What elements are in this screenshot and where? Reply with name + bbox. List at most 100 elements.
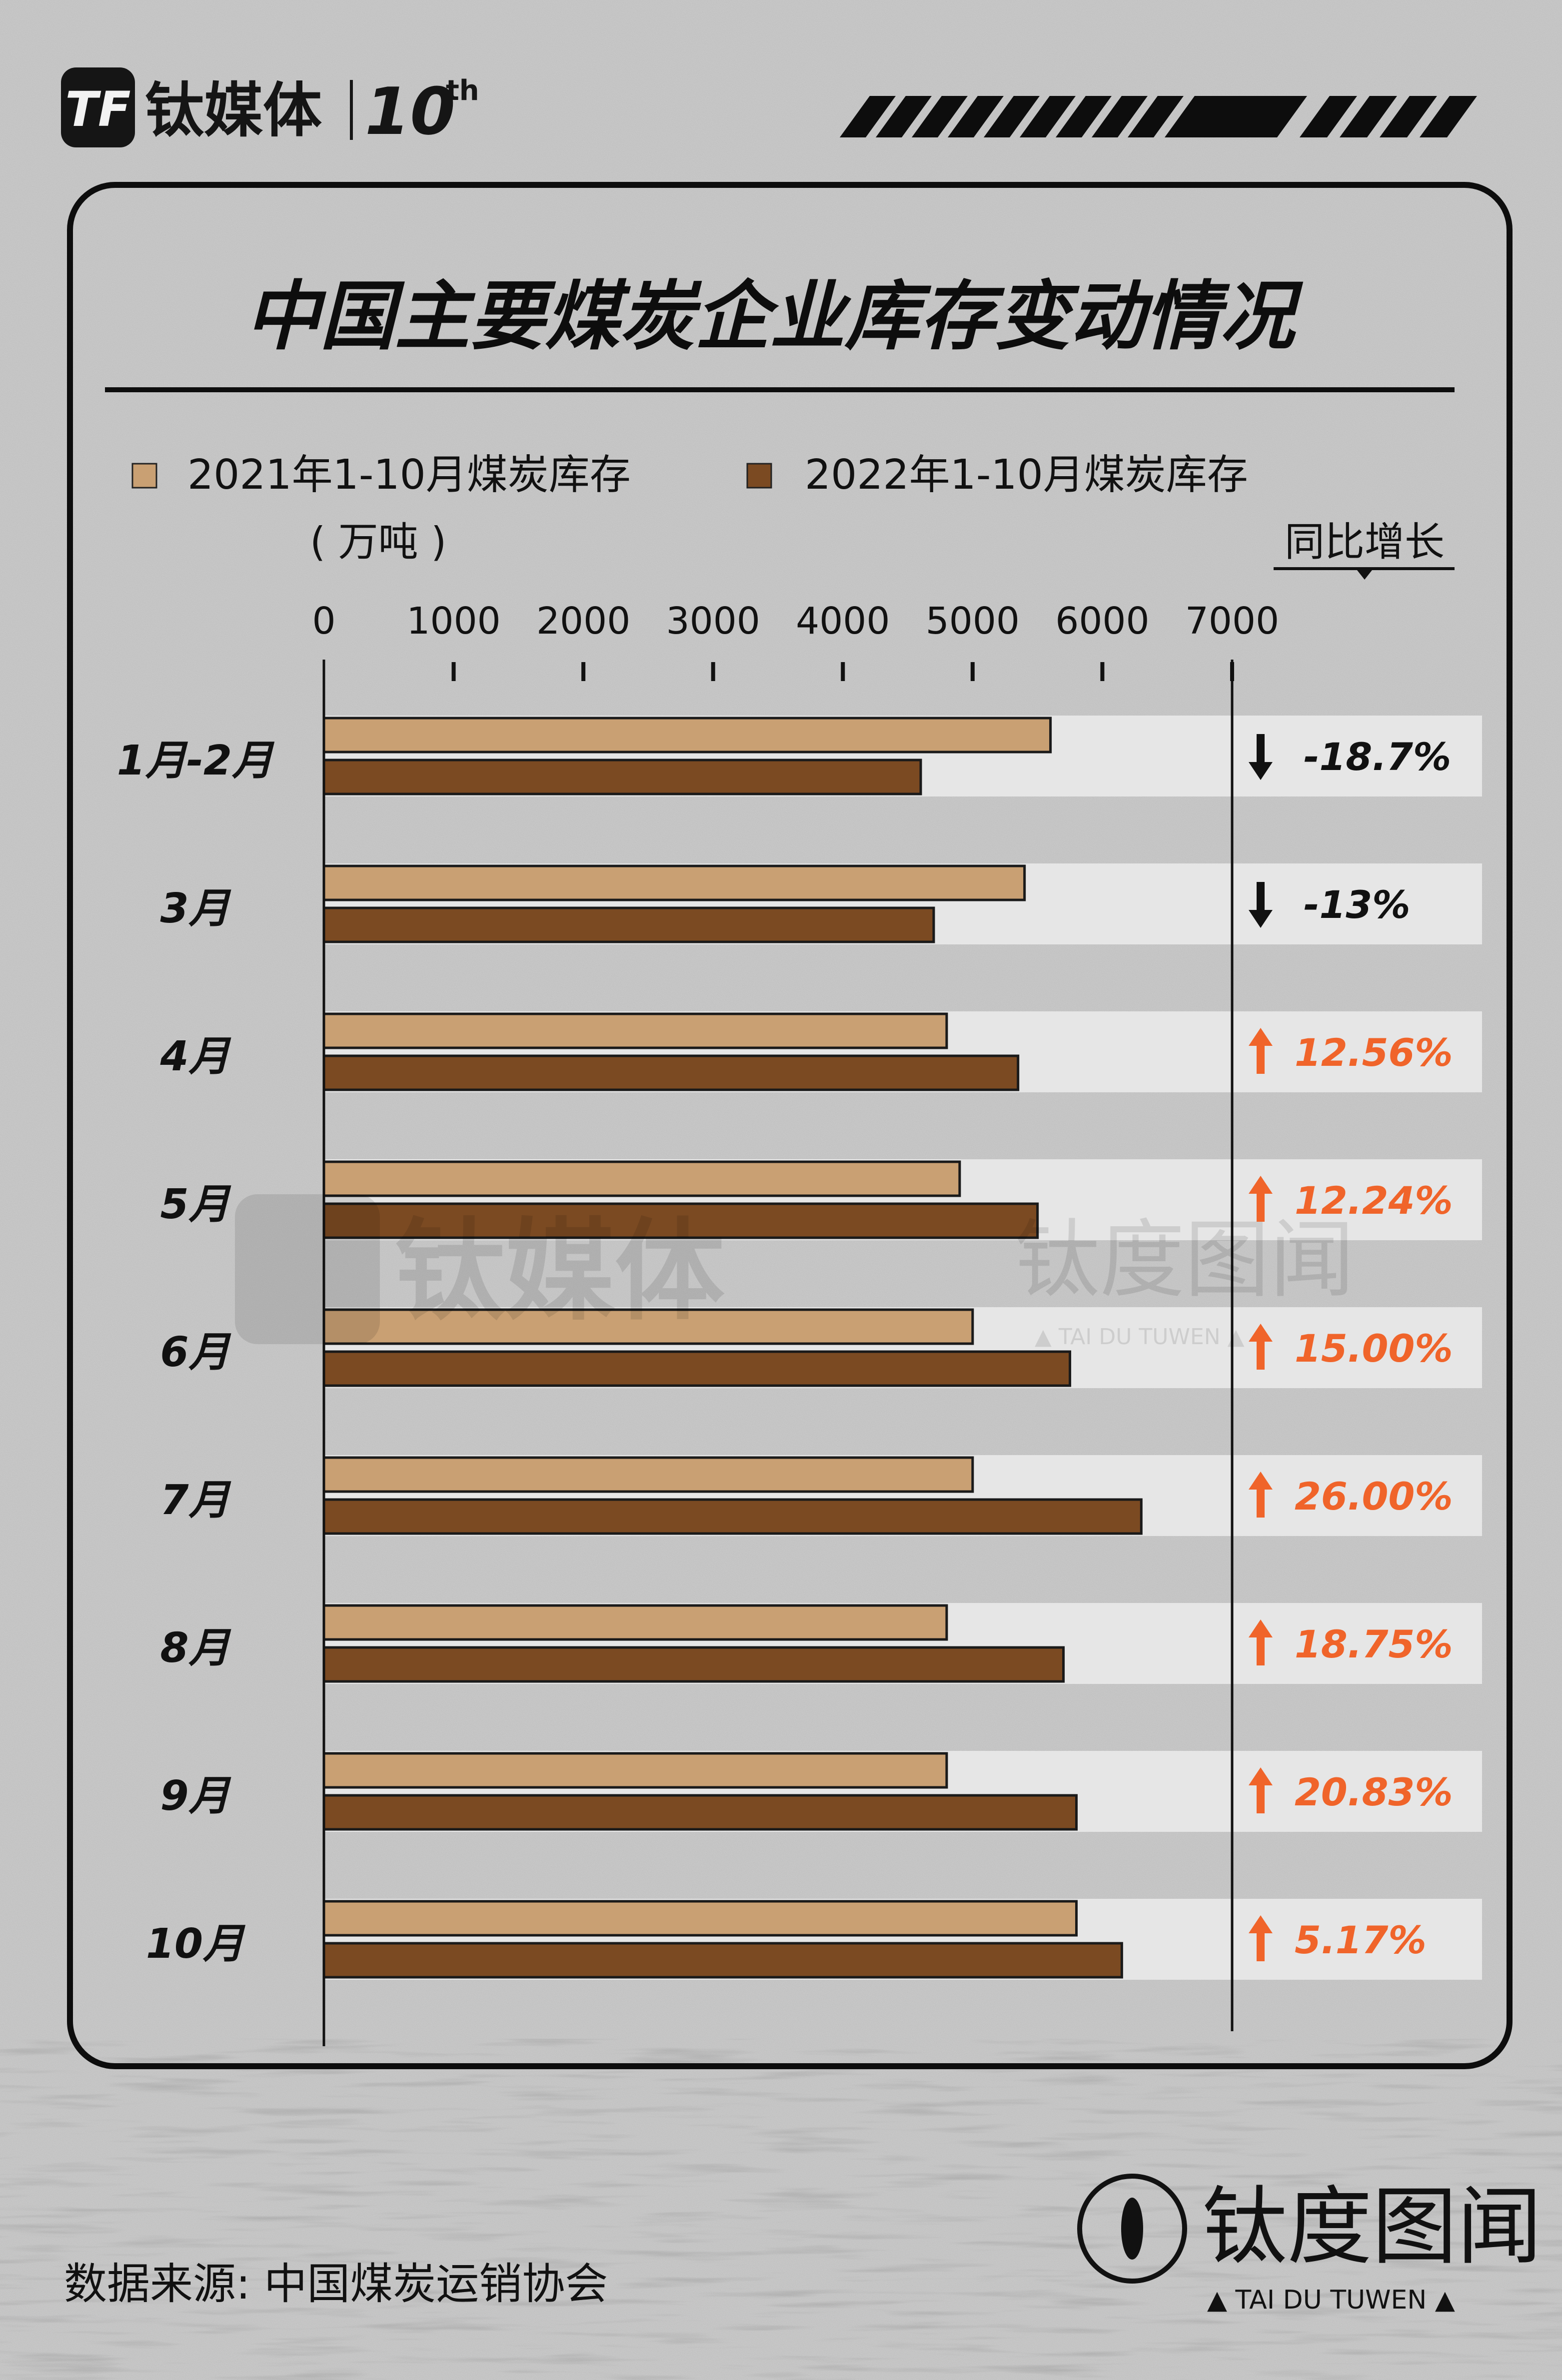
brand-divider [350,80,353,140]
watermark-brand: 钛媒体 [395,1207,725,1335]
yoy-value: -18.7% [1304,735,1451,779]
category-label: 7月 [160,1477,231,1524]
category-label: 4月 [159,1033,231,1080]
x-tick-label: 7000 [1185,600,1279,643]
brand-name: 钛媒体 [145,76,322,145]
unit-label: ( 万吨 ) [310,519,446,565]
legend-swatch-2021 [131,463,157,489]
stripe-segment [912,96,968,137]
arrow-up-icon [1249,1472,1273,1518]
chart-title: 中国主要煤炭企业库存变动情况 [245,273,1304,360]
stripe-segment [1300,96,1357,137]
x-axis: 0 1000 2000 3000 4000 5000 6000 7000 [312,600,1279,681]
legend-swatch-2022 [746,463,772,489]
category-label: 9月 [160,1772,231,1820]
legend: 2021年1-10月煤炭库存 2022年1-10月煤炭库存 [131,451,1248,499]
legend-label-2022: 2022年1-10月煤炭库存 [805,451,1248,499]
stripe-segment [1020,96,1076,137]
watermark-sub-en: ▲ TAI DU TUWEN ▲ [1035,1324,1245,1350]
x-tick-label: 2000 [536,600,630,643]
x-tick-label: 6000 [1055,600,1149,643]
stripe-segment [948,96,1004,137]
eye-pupil-icon [1121,2198,1143,2260]
stripe-band [840,96,1477,137]
stripe-segment [1056,96,1112,137]
category-label: 10月 [146,1920,246,1968]
legend-label-2021: 2021年1-10月煤炭库存 [187,451,631,499]
yoy-value: 12.56% [1295,1030,1453,1075]
yoy-header-pointer [1357,570,1372,580]
arrow-up-icon [1249,1176,1273,1222]
yoy-header-underline [1274,567,1455,570]
bar-2021 [322,864,1026,901]
footer-brand: 钛度图闻 ▲ TAI DU TUWEN ▲ [1077,2174,1542,2315]
title-rule [105,387,1455,392]
arrow-up-icon [1249,1324,1273,1370]
anniversary-number: 10 [365,73,455,149]
stripe-segment [1380,96,1437,137]
yoy-value: 5.17% [1295,1918,1427,1962]
stripe-segment [984,96,1040,137]
chart-panel [67,182,1513,2069]
bar-2021 [322,1308,974,1345]
data-source: 数据来源: 中国煤炭运销协会 [64,2259,608,2309]
x-tick-mark [841,662,845,681]
bar-2021 [322,1012,948,1049]
bar-2022 [322,1942,1123,1979]
arrow-up-icon [1249,1767,1273,1813]
bar-2022 [322,1794,1078,1831]
arrow-up-icon [1249,1028,1273,1074]
bar-2022 [322,1646,1065,1683]
stripe-segment [876,96,932,137]
bar-2021 [322,1900,1078,1937]
footer-brand-en: ▲ TAI DU TUWEN ▲ [1207,2285,1455,2315]
bar-2021 [322,1456,974,1493]
arrow-up-icon [1249,1619,1273,1665]
category-label: 3月 [160,885,231,932]
eye-icon [1077,2174,1187,2284]
bar-2021 [322,1604,948,1641]
x-tick-label: 0 [312,600,335,643]
bar-2021 [322,1752,948,1789]
arrow-up-icon [1249,1915,1273,1961]
brand-logo: TF 钛媒体 10 th [61,67,479,149]
yoy-value: 26.00% [1295,1474,1453,1519]
watermark-logo-icon [235,1194,380,1344]
yoy-value: 18.75% [1295,1622,1453,1666]
category-labels: 1月-2月 3月 4月 5月 6月 7月 8月 9月 10月 [117,737,275,1968]
background-streaks [0,2039,1562,2380]
stripe-segment [1420,96,1477,137]
category-label: 6月 [160,1329,231,1376]
x-tick-mark [711,662,715,681]
watermark: 钛媒体 钛度图闻 ▲ TAI DU TUWEN ▲ [235,1194,1355,1350]
bar-2022 [322,1350,1072,1387]
x-tick-mark [581,662,586,681]
yoy-value: 20.83% [1295,1770,1453,1814]
yoy-value: -13% [1304,882,1410,927]
yoy-value: 12.24% [1295,1178,1453,1223]
logo-icon [61,67,135,147]
stripe-segment [840,96,896,137]
bar-2022 [322,1054,1020,1091]
footer-brand-name: 钛度图闻 [1202,2178,1542,2277]
bar-2022 [322,906,935,943]
yoy-header: 同比增长 [1285,519,1445,565]
x-tick-label: 4000 [796,600,890,643]
x-tick-mark [970,662,975,681]
category-label: 1月-2月 [117,737,275,785]
bar-2022 [322,759,922,795]
category-label: 5月 [160,1181,231,1228]
x-tick-label: 5000 [926,600,1020,643]
yoy-value: 15.00% [1295,1326,1453,1371]
x-tick-mark [451,662,456,681]
bar-2021 [322,717,1052,754]
stripe-block [1165,96,1307,137]
watermark-sub: 钛度图闻 [1015,1211,1355,1310]
x-tick-label: 1000 [406,600,500,643]
arrow-down-icon [1249,734,1273,780]
bar-2022 [322,1498,1143,1535]
stripe-segment [1092,96,1148,137]
logo-glyph: TF [65,81,130,137]
x-tick-label: 3000 [666,600,760,643]
